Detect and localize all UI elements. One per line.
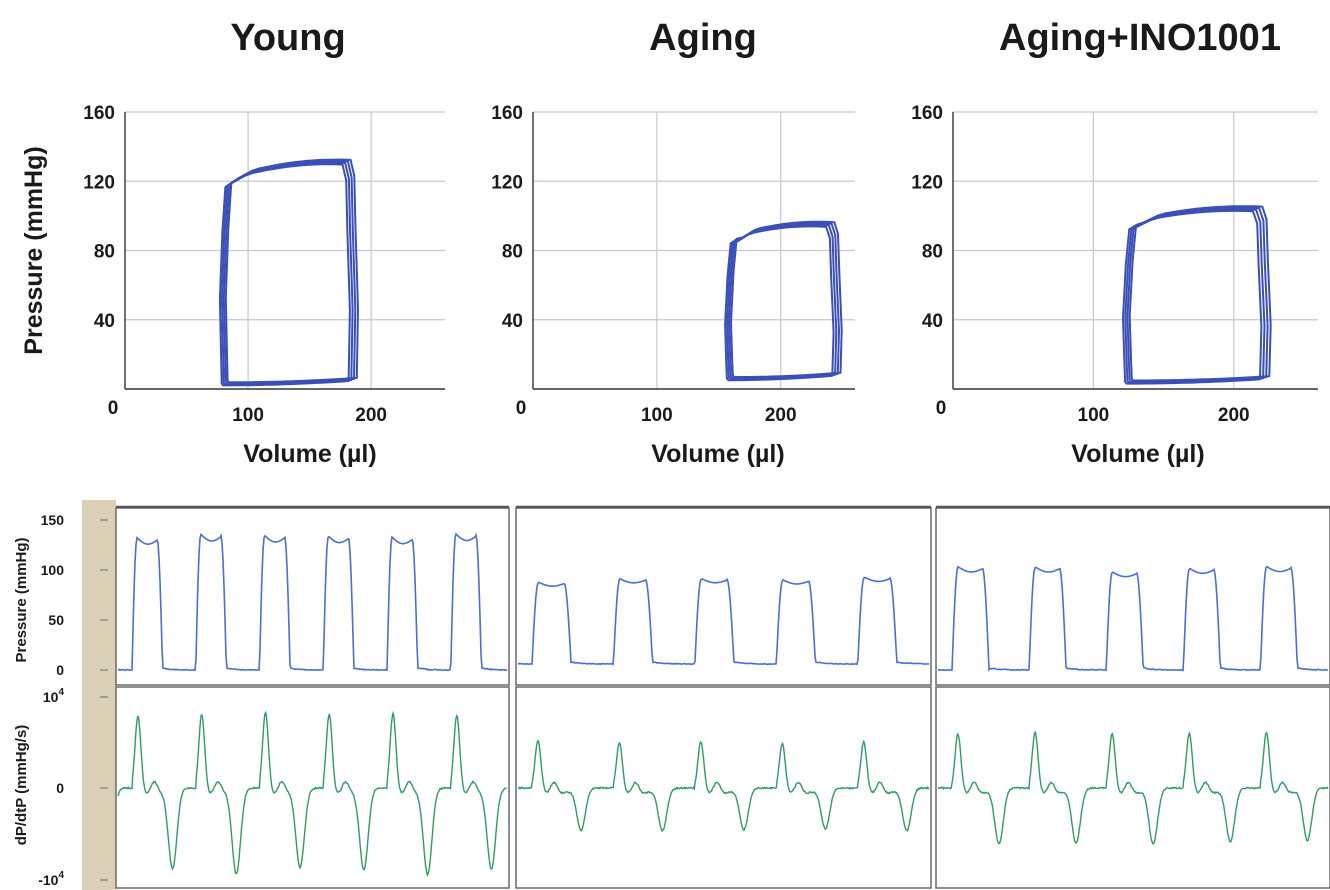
pv-loop-cycle [1124, 208, 1266, 384]
pv-loop-cycle [1128, 205, 1272, 382]
pv-loop-cycle [730, 220, 843, 379]
pressure-trace-line [517, 576, 930, 666]
trace-axis-gutter [82, 500, 116, 890]
dpdt-y-tick: -104 [38, 870, 64, 888]
pressure-y-tick: 0 [56, 662, 64, 678]
x-tick-label: 0 [108, 398, 119, 419]
y-tick-label: 160 [911, 103, 943, 124]
x-tick-label: 0 [516, 398, 527, 419]
x-axis-label: Volume (µl) [651, 440, 784, 468]
pv-loop-cycle [1122, 209, 1263, 385]
trace-panel-1 [115, 505, 510, 889]
pv-loop-cycle [724, 225, 835, 382]
dpdt-trace-frame [935, 686, 1330, 889]
dpdt-trace-frame [515, 686, 932, 889]
dpdt-y-tick-base: -10 [38, 872, 58, 888]
aging-title: Aging [649, 17, 757, 59]
x-tick-label: 200 [355, 405, 387, 426]
pv-loop-cycle [222, 160, 357, 385]
x-tick-label: 100 [641, 405, 673, 426]
y-tick-label: 120 [491, 172, 523, 193]
y-tick-label: 160 [83, 103, 115, 124]
pressure-y-tick: 100 [41, 562, 65, 578]
pv-loop-cycle [1126, 206, 1269, 383]
trace-panel-3 [935, 505, 1330, 889]
x-axis-label: Volume (µl) [1071, 440, 1204, 468]
y-tick-label: 120 [83, 172, 115, 193]
x-tick-label: 200 [765, 405, 797, 426]
dpdt-trace-line [937, 730, 1329, 845]
x-tick-label: 0 [936, 398, 947, 419]
pressure-y-label: Pressure (mmHg) [13, 537, 30, 662]
x-tick-label: 100 [1078, 405, 1110, 426]
pressure-trace-frame [935, 507, 1330, 686]
y-tick-label: 160 [491, 103, 523, 124]
dpdt-y-tick-base: 10 [43, 689, 59, 705]
dpdt-y-tick-base: 0 [56, 780, 64, 796]
aging-ino1001-title: Aging+INO1001 [999, 17, 1281, 59]
pv-loop-chart-1: Young 40 80 120 160 0 100 200 Volume (µl) Pressur… [20, 17, 445, 468]
dpdt-y-tick: 0 [56, 780, 64, 796]
pressure-y-tick: 150 [41, 512, 65, 528]
pressure-y-tick: 50 [48, 612, 64, 628]
pv-loop-cycle [728, 222, 840, 380]
pressure-trace-frame [115, 507, 510, 686]
y-tick-label: 80 [922, 242, 943, 263]
x-tick-label: 200 [1218, 405, 1250, 426]
pressure-trace-line [937, 565, 1329, 672]
y-tick-label: 120 [911, 172, 943, 193]
x-tick-label: 100 [232, 405, 264, 426]
y-tick-label: 40 [922, 311, 943, 332]
pv-loop-cycle [224, 158, 359, 384]
pv-loop-chart-3: Aging+INO1001 40 80 120 160 0 100 200 Volume (µl… [911, 17, 1318, 468]
pressure-trace-frame [515, 507, 932, 686]
dpdt-y-label: dP/dtP (mmHg/s) [13, 725, 30, 846]
dpdt-trace-line [117, 710, 507, 878]
trace-panel-2 [515, 505, 932, 889]
y-tick-label: 80 [94, 242, 115, 263]
dpdt-y-tick-exponent: 4 [58, 870, 64, 881]
dpdt-y-tick: 104 [43, 687, 65, 705]
dpdt-trace-line [517, 739, 930, 833]
young-title: Young [230, 17, 345, 59]
pressure-trace-line [117, 532, 508, 672]
x-axis-label: Volume (µl) [243, 440, 376, 468]
pv-loop-chart-2: Aging 40 80 120 160 0 100 200 Volume (µl) [491, 17, 855, 468]
pv-loop-cycle [726, 223, 838, 381]
y-tick-label: 80 [502, 242, 523, 263]
pv-loop-cycle [220, 161, 354, 386]
y-tick-label: 40 [94, 311, 115, 332]
pv-loop-cycle [218, 163, 351, 387]
y-axis-label: Pressure (mmHg) [20, 146, 48, 354]
dpdt-y-tick-exponent: 4 [58, 687, 64, 698]
y-tick-label: 40 [502, 311, 523, 332]
